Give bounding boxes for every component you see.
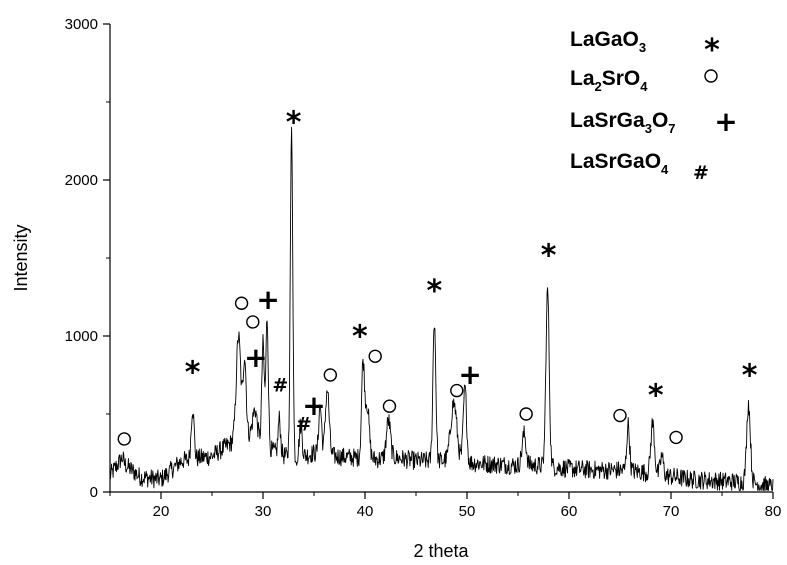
legend: LaGaO3 * La2SrO4 LaSrGa3O7 + LaSrGaO4 # — [570, 28, 738, 184]
star-marker: * — [185, 355, 201, 390]
axes: 20 30 40 50 60 70 80 0 1000 2000 3000 — [65, 16, 782, 520]
legend-label: La2SrO4 — [570, 67, 648, 94]
circle-marker — [323, 368, 338, 382]
star-marker: * — [427, 274, 443, 309]
x-tick-label: 30 — [255, 503, 272, 520]
legend-circle-icon — [704, 69, 718, 83]
legend-entry: LaGaO3 * — [570, 28, 720, 68]
plus-marker: + — [458, 358, 481, 391]
x-tick-label: 60 — [561, 503, 578, 520]
star-marker: * — [648, 379, 664, 414]
circle-marker — [234, 296, 249, 310]
y-tick-label: 0 — [90, 484, 98, 501]
y-tick-label: 2000 — [65, 172, 98, 189]
circle-marker — [246, 315, 260, 329]
plus-marker: + — [302, 389, 325, 422]
circle-marker — [669, 430, 683, 445]
x-tick-label: 70 — [663, 503, 680, 520]
xrd-pattern-line — [109, 126, 774, 491]
x-tick-label: 50 — [459, 503, 476, 520]
legend-entry: LaSrGa3O7 + — [570, 105, 738, 138]
legend-label: LaSrGaO4 — [570, 150, 669, 177]
star-marker: * — [352, 319, 368, 354]
y-axis-label: Intensity — [11, 224, 31, 291]
y-tick-label: 1000 — [65, 328, 98, 345]
plus-marker: + — [256, 283, 279, 316]
legend-entry: La2SrO4 — [570, 67, 718, 94]
legend-hash-icon: # — [693, 162, 709, 184]
legend-label: LaSrGa3O7 — [570, 109, 676, 136]
x-axis-label: 2 theta — [413, 541, 469, 561]
x-tick-label: 80 — [765, 503, 782, 520]
star-marker: * — [742, 358, 758, 393]
circle-marker — [519, 407, 533, 421]
star-marker: * — [541, 238, 557, 273]
hash-marker: # — [296, 413, 312, 435]
circle-marker — [613, 408, 627, 423]
legend-label: LaGaO3 — [570, 28, 646, 55]
x-tick-label: 40 — [357, 503, 374, 520]
legend-plus-icon: + — [714, 105, 737, 138]
x-tick-label: 20 — [153, 503, 170, 520]
circle-marker — [117, 432, 131, 446]
plot-area — [109, 126, 774, 491]
circle-marker — [382, 399, 397, 413]
legend-star-icon: * — [704, 33, 720, 68]
hash-marker: # — [272, 374, 288, 396]
star-marker: * — [286, 106, 302, 141]
y-tick-label: 3000 — [65, 16, 98, 33]
phase-markers: *******++++## — [117, 106, 758, 446]
plus-marker: + — [244, 341, 267, 374]
circle-marker — [368, 349, 382, 363]
circle-marker — [450, 383, 464, 398]
legend-entry: LaSrGaO4 # — [570, 150, 709, 184]
